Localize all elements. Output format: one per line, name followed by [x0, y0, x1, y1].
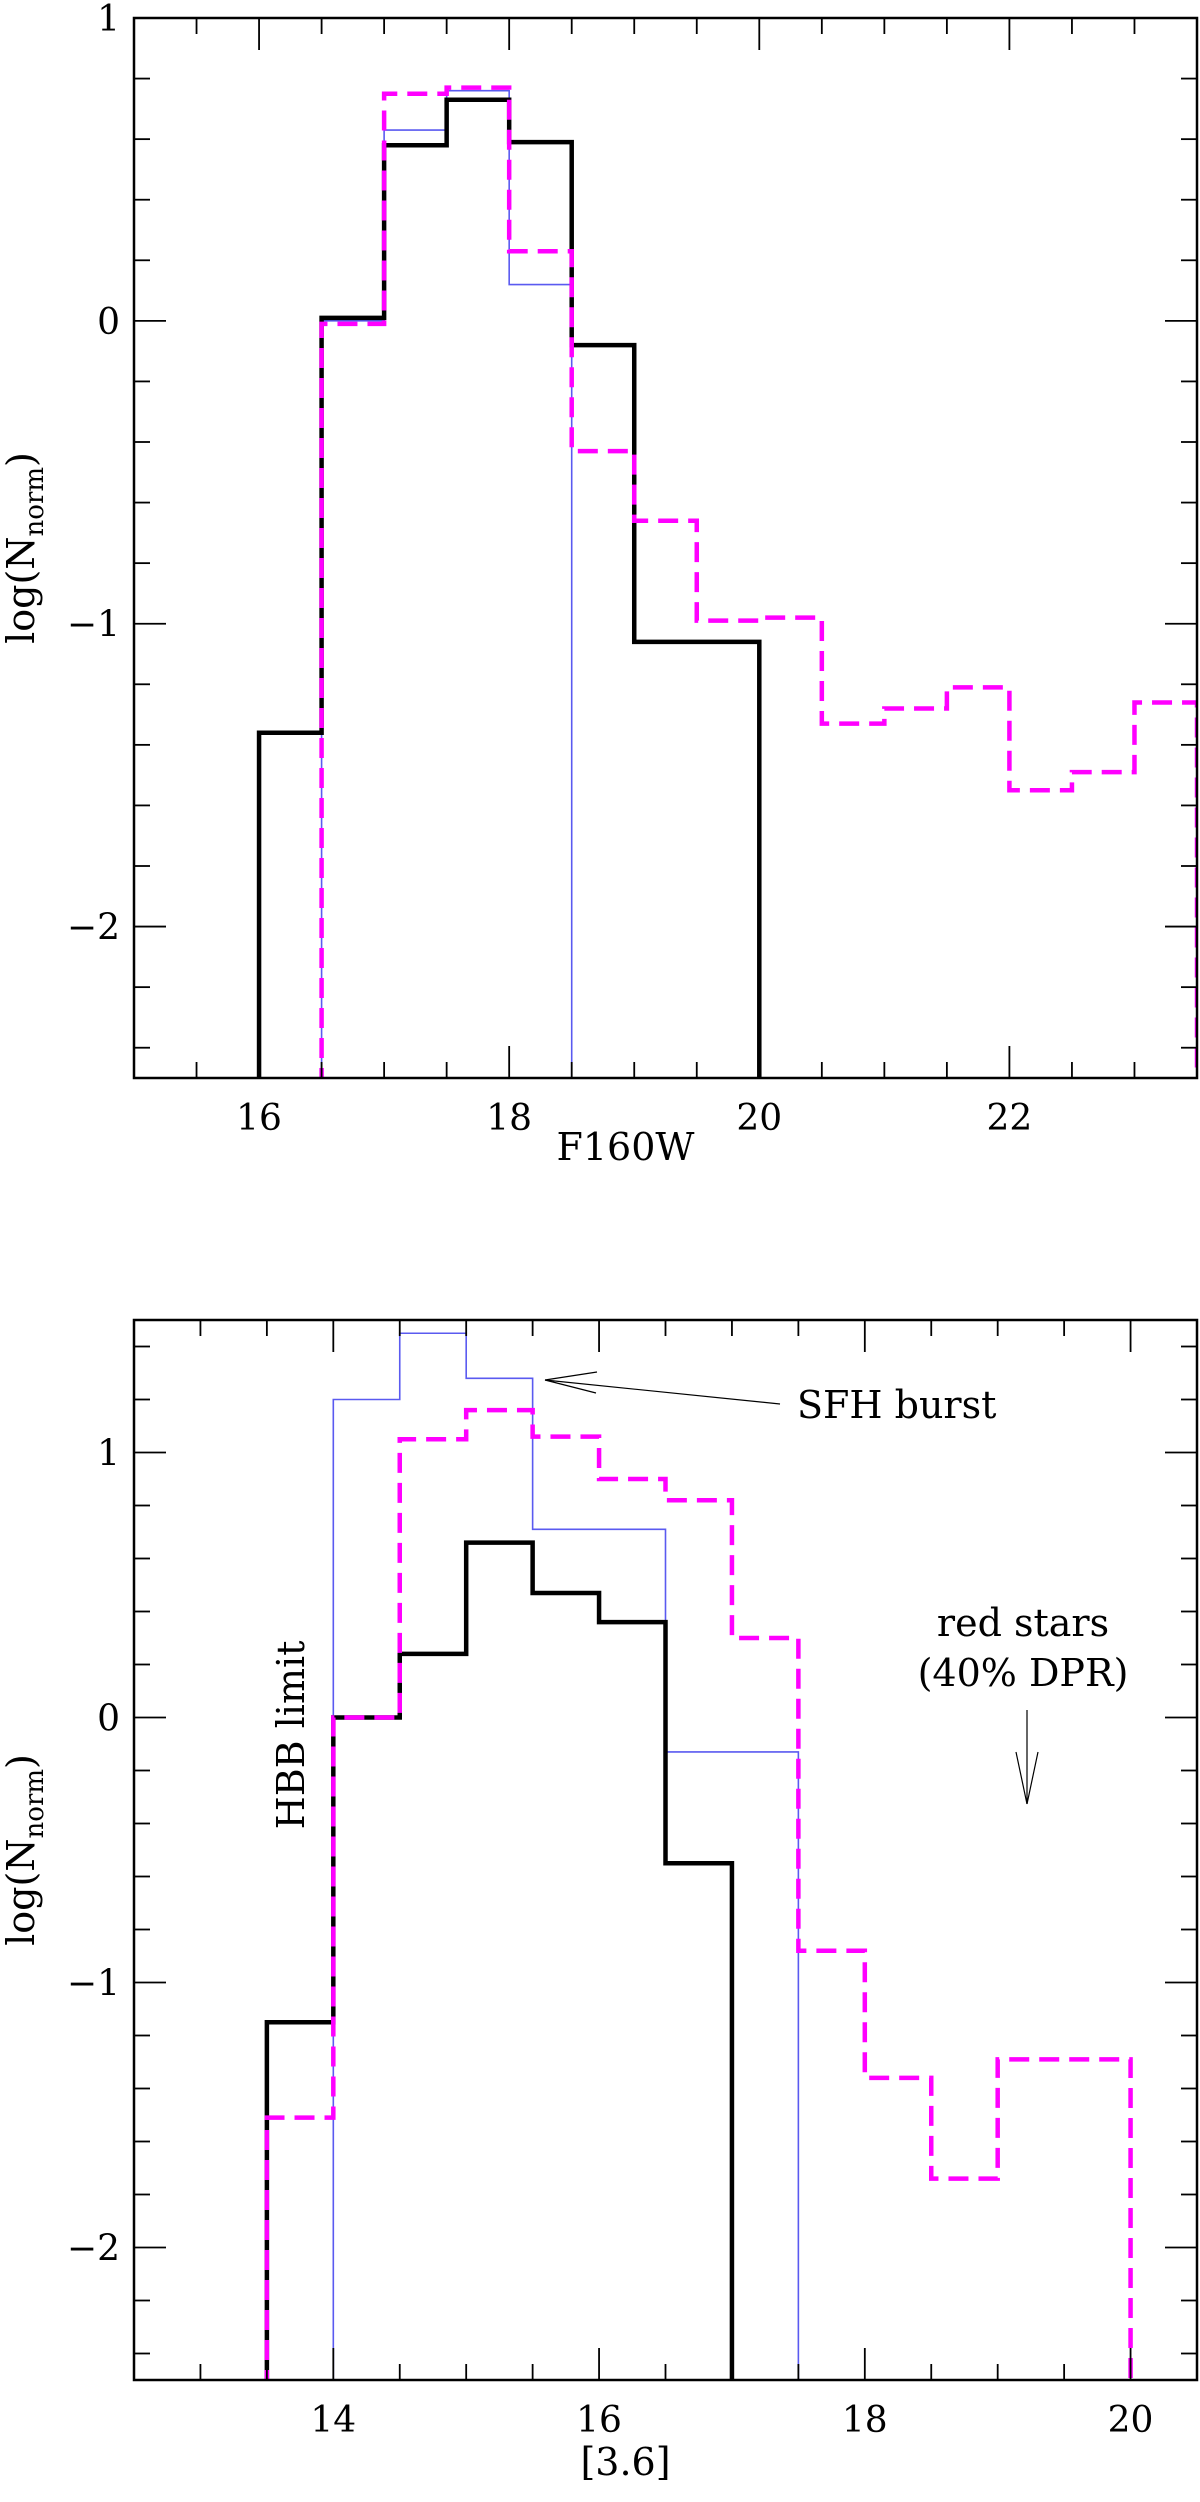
bottom-histogram-panel: 14 16 18 20 −2 −1 0 1 [3.6] log(Nnorm) SFH burst re… [0, 1318, 1199, 2484]
y-tick-label: −2 [67, 908, 120, 949]
ticks [133, 17, 1198, 1078]
plot-frame [132, 16, 1199, 1080]
x-tick-label: 20 [1108, 2400, 1154, 2441]
series-thin-blue [332, 1332, 800, 2380]
series-dashed-magenta [319, 85, 1197, 1078]
ticks [133, 1320, 1198, 2380]
x-tick-label: 14 [310, 2400, 356, 2441]
x-tick-label: 18 [486, 1098, 532, 1139]
y-tick-label: −2 [67, 2229, 120, 2270]
x-tick-label: 16 [576, 2400, 622, 2441]
y-tick-label: −1 [67, 605, 120, 646]
annotation-text: red stars [937, 1601, 1109, 1645]
series-dashed-magenta [264, 1407, 1133, 2380]
x-tick-label: 16 [236, 1098, 282, 1139]
series-group [264, 1332, 1133, 2380]
x-tick-label: 20 [736, 1098, 782, 1139]
annotation-text: HBB limit [269, 1641, 313, 1830]
y-tick-label: −1 [67, 1964, 120, 2005]
y-tick-label: 1 [97, 1434, 120, 1475]
x-axis-label: F160W [557, 1125, 695, 1169]
annotation-sfh-burst: SFH burst [544, 1371, 996, 1427]
x-tick-label: 22 [987, 1098, 1033, 1139]
annotation-red-stars: red stars (40% DPR) [918, 1601, 1129, 1805]
y-tick-label: 1 [97, 0, 120, 40]
series-thin-blue [320, 89, 573, 1078]
y-axis-label: log(Nnorm) [0, 452, 50, 644]
annotation-hbb-limit: HBB limit [269, 1641, 313, 1830]
y-tick-label: 0 [97, 1699, 120, 1740]
series-group [256, 85, 1197, 1078]
annotation-text: (40% DPR) [918, 1651, 1129, 1695]
x-tick-label: 18 [842, 2400, 888, 2441]
y-tick-label: 0 [97, 302, 120, 343]
annotation-text: SFH burst [797, 1383, 996, 1427]
top-histogram-panel: 16 18 20 22 −2 −1 0 1 F160W log(Nnorm) [0, 0, 1199, 1169]
y-axis-label: log(Nnorm) [0, 1754, 50, 1946]
series-solid-black [264, 1540, 735, 2380]
x-axis-label: [3.6] [580, 2440, 670, 2484]
